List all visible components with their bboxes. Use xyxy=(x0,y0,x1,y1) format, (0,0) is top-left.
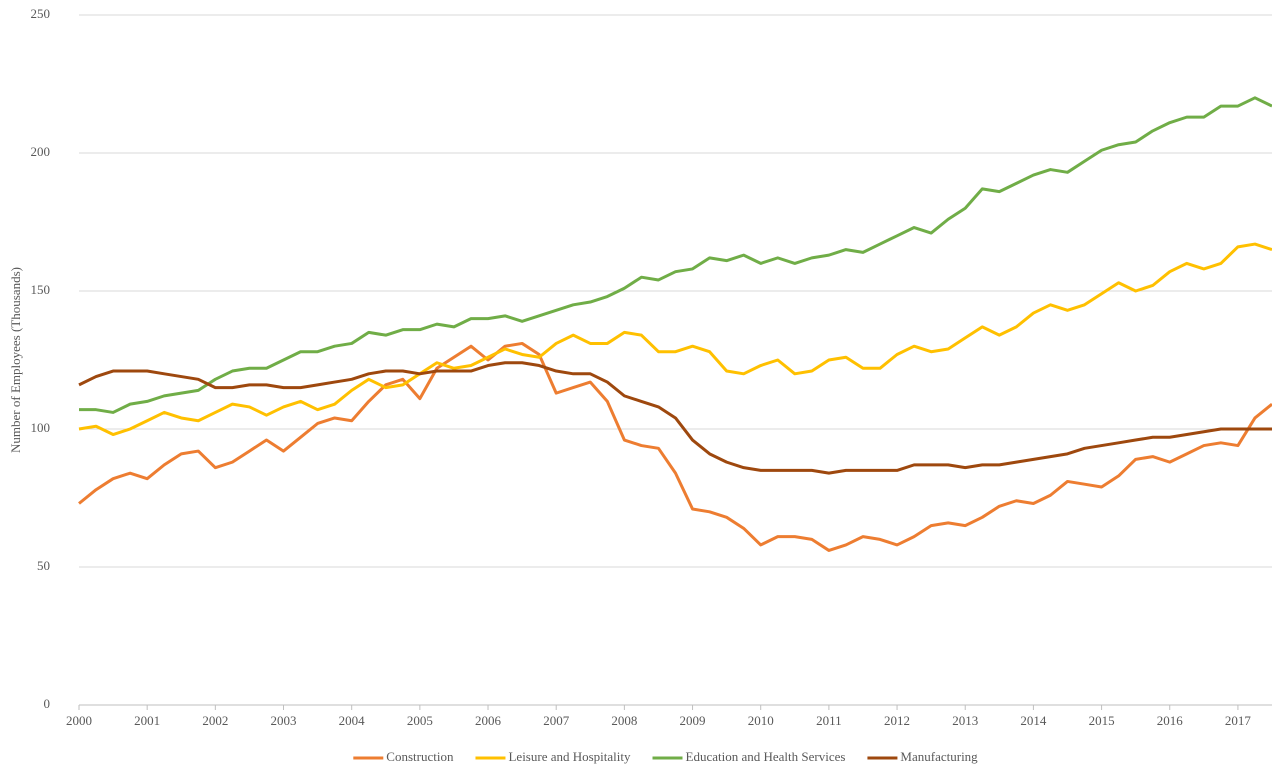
x-tick-label: 2002 xyxy=(202,713,228,728)
y-tick-label: 100 xyxy=(31,420,51,435)
x-tick-label: 2000 xyxy=(66,713,92,728)
y-tick-label: 0 xyxy=(44,696,51,711)
x-tick-label: 2016 xyxy=(1157,713,1184,728)
x-tick-label: 2009 xyxy=(680,713,706,728)
series-line xyxy=(79,96,1272,414)
legend-label: Education and Health Services xyxy=(686,749,846,764)
x-tick-label: 2010 xyxy=(748,713,774,728)
x-tick-label: 2001 xyxy=(134,713,160,728)
y-tick-label: 50 xyxy=(37,558,50,573)
x-tick-label: 2007 xyxy=(543,713,570,728)
y-tick-label: 200 xyxy=(31,144,51,159)
x-tick-label: 2004 xyxy=(339,713,366,728)
y-tick-label: 250 xyxy=(31,6,51,21)
x-tick-label: 2003 xyxy=(271,713,297,728)
x-tick-label: 2015 xyxy=(1089,713,1115,728)
y-axis-title: Number of Employees (Thousands) xyxy=(8,267,23,453)
x-tick-label: 2017 xyxy=(1225,713,1252,728)
y-tick-label: 150 xyxy=(31,282,51,297)
series-line xyxy=(78,341,1272,552)
x-tick-label: 2012 xyxy=(884,713,910,728)
legend-label: Leisure and Hospitality xyxy=(508,749,631,764)
x-tick-label: 2011 xyxy=(816,713,842,728)
x-tick-label: 2005 xyxy=(407,713,433,728)
x-tick-label: 2013 xyxy=(952,713,978,728)
x-tick-label: 2006 xyxy=(475,713,502,728)
x-tick-label: 2014 xyxy=(1020,713,1047,728)
legend-label: Manufacturing xyxy=(900,749,978,764)
series-line xyxy=(78,242,1272,437)
series-line xyxy=(78,361,1272,475)
x-tick-label: 2008 xyxy=(611,713,637,728)
legend-label: Construction xyxy=(386,749,454,764)
legend: Construction Leisure and Hospitality Educa… xyxy=(353,749,978,764)
